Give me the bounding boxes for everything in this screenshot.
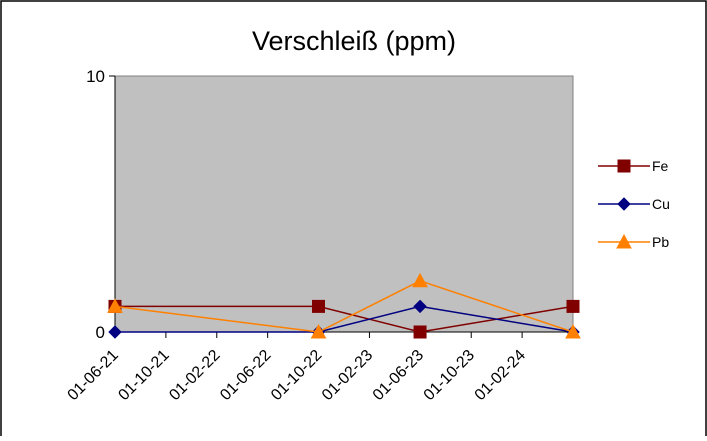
data-point-fe (566, 299, 580, 313)
data-point-cu (413, 299, 427, 314)
plot-area (114, 75, 574, 333)
data-point-fe (312, 299, 326, 313)
chart-title: Verschleiß (ppm) (252, 26, 456, 56)
legend-label-fe: Fe (652, 158, 669, 174)
data-point-pb (412, 272, 428, 288)
series-line-pb (114, 279, 574, 333)
legend-item-fe: Fe (598, 158, 669, 174)
legend-label-pb: Pb (652, 234, 669, 250)
data-point-fe (413, 325, 427, 339)
y-tick-label: 10 (86, 67, 105, 86)
legend-marker-fe (617, 159, 631, 173)
legend-item-cu: Cu (598, 196, 670, 212)
data-point-pb (565, 323, 581, 339)
data-point-cu (108, 325, 122, 339)
data-point-pb (310, 323, 327, 339)
legend-marker-pb (616, 233, 632, 249)
y-tick-label: 0 (96, 323, 105, 342)
data-point-pb (107, 298, 123, 313)
legend-item-pb: Pb (598, 233, 669, 250)
legend-label-cu: Cu (652, 196, 670, 212)
series-line-cu (115, 305, 574, 333)
legend-marker-cu (617, 197, 631, 211)
